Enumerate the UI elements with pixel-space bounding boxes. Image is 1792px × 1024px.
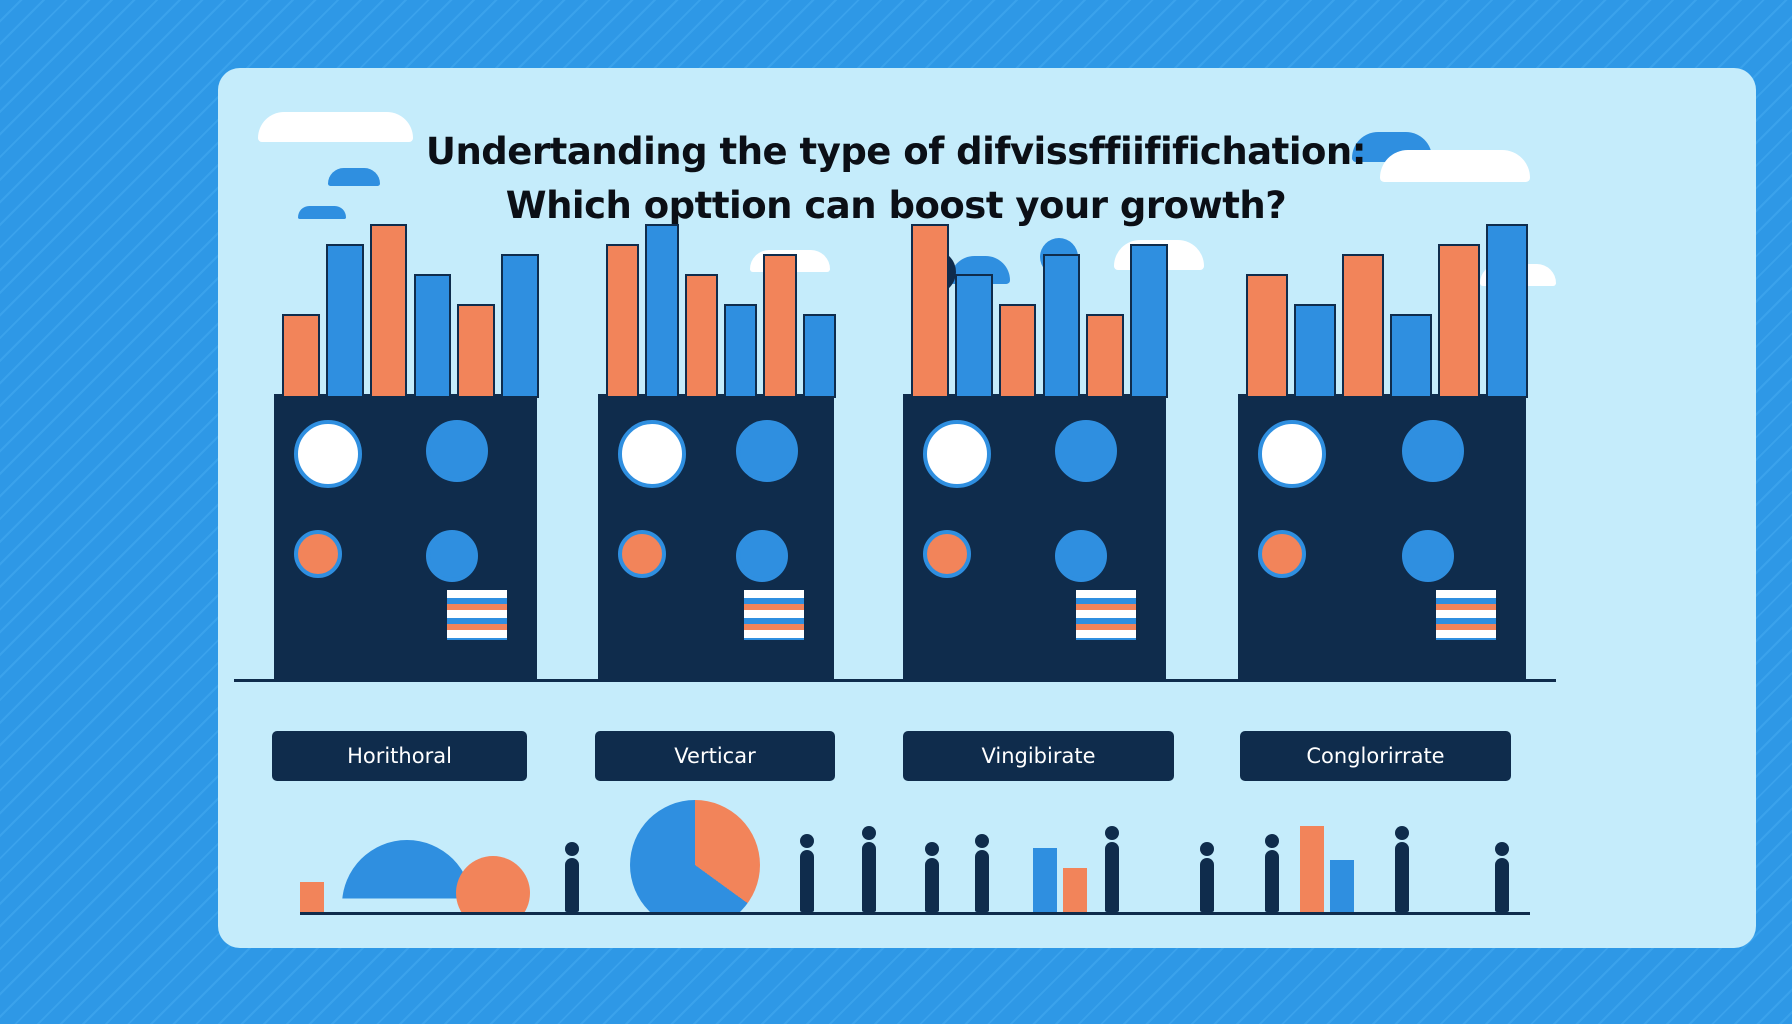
circle-icon [1402,530,1454,582]
bar-chart-bar [1063,868,1087,912]
person-head [1495,842,1509,856]
person-head [565,842,579,856]
option-horizontal-button[interactable]: Horithoral [272,731,527,781]
building-bar [413,274,452,398]
building-bar [1246,274,1288,398]
building-bar [1438,244,1480,398]
building-bar [763,254,797,398]
business-person-figure [1265,850,1279,912]
cloud-icon [328,168,380,186]
building-bar [606,244,640,398]
building-bar [501,254,539,398]
building-bar [1390,314,1432,398]
gear-icon [1402,420,1464,482]
gear-icon [425,420,488,482]
building-bar [724,304,758,398]
building-bar [369,224,408,398]
business-person-figure [1105,842,1119,912]
gear-icon [1054,420,1117,482]
cloud-icon [258,112,413,142]
business-person-figure [925,858,939,912]
option-vingibirate-button[interactable]: Vingibirate [903,731,1174,781]
gear-icon [923,530,971,578]
document-stack-icon [1436,590,1496,640]
business-person-figure [800,850,814,912]
building-bar [282,314,320,398]
clock-icon [1258,420,1326,488]
business-person-figure [1395,842,1409,912]
clock-icon [923,420,991,488]
cloud-icon [1380,150,1530,182]
bar-chart-bar [1330,860,1354,912]
business-person-figure [1200,858,1214,912]
option-vertical-button[interactable]: Verticar [595,731,835,781]
building-bar [645,224,679,398]
business-person-figure [1495,858,1509,912]
orange-ball [456,856,530,914]
title-line-2: Which opttion can boost your growth? [505,183,1287,227]
gear-icon [736,420,798,482]
building-bar [802,314,836,398]
title-line-1: Undertanding the type of difvissffiififi… [425,129,1367,173]
page-title: Undertanding the type of difvissffiififi… [0,125,1792,233]
gear-icon [294,530,342,578]
person-head [800,834,814,848]
building-bar [457,304,496,398]
building-bar [1486,224,1528,398]
circle-icon [1054,530,1107,582]
gear-icon [618,530,666,578]
business-person-figure [862,842,876,912]
person-head [1265,834,1279,848]
building-bar [325,244,364,398]
document-stack-icon [744,590,804,640]
clock-icon [618,420,686,488]
plant-pot-icon [300,882,324,912]
building-bar [998,304,1037,398]
bar-chart-bar [1300,826,1324,912]
business-person-figure [975,850,989,912]
gear-icon [1258,530,1306,578]
document-stack-icon [447,590,507,640]
document-stack-icon [1076,590,1136,640]
cloud-icon [298,206,346,219]
person-head [1395,826,1409,840]
person-head [975,834,989,848]
option-conglomerate-button[interactable]: Conglorirrate [1240,731,1511,781]
ground-line [300,912,1530,915]
bar-chart-bar [1033,848,1057,912]
building-bar [954,274,993,398]
person-head [862,826,876,840]
building-bar [1294,304,1336,398]
person-head [1105,826,1119,840]
clock-icon [294,420,362,488]
building-bar [1342,254,1384,398]
circle-icon [736,530,788,582]
business-person-figure [565,858,579,912]
building-bar [684,274,718,398]
building-bar [1130,244,1168,398]
building-bar [1086,314,1125,398]
building-bar [911,224,949,398]
pie-chart-icon [630,800,760,915]
circle-icon [425,530,478,582]
person-head [925,842,939,856]
baseline-divider [234,679,1556,682]
building-bar [1042,254,1081,398]
person-head [1200,842,1214,856]
